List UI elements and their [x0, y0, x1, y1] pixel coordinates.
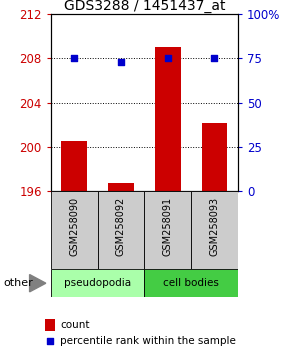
Bar: [202, 122, 227, 191]
Polygon shape: [30, 275, 46, 292]
Bar: [45, 319, 55, 331]
Title: GDS3288 / 1451437_at: GDS3288 / 1451437_at: [64, 0, 225, 13]
Text: other: other: [3, 278, 33, 288]
Bar: [97, 191, 144, 269]
Text: pseudopodia: pseudopodia: [64, 278, 131, 288]
Point: [212, 56, 217, 61]
Bar: [155, 47, 180, 191]
Bar: [61, 141, 87, 191]
Point: [165, 56, 170, 61]
Point: [72, 56, 77, 61]
Text: GSM258091: GSM258091: [163, 196, 173, 256]
Text: GSM258093: GSM258093: [209, 196, 220, 256]
Text: GSM258090: GSM258090: [69, 196, 79, 256]
Text: percentile rank within the sample: percentile rank within the sample: [60, 336, 236, 346]
Bar: [144, 191, 191, 269]
Text: count: count: [60, 320, 90, 330]
Bar: [51, 191, 97, 269]
Bar: [51, 269, 144, 297]
Point: [119, 59, 123, 65]
Bar: [144, 269, 238, 297]
Bar: [191, 191, 238, 269]
Text: cell bodies: cell bodies: [163, 278, 219, 288]
Bar: [108, 183, 134, 191]
Point: [48, 338, 52, 343]
Text: GSM258092: GSM258092: [116, 196, 126, 256]
